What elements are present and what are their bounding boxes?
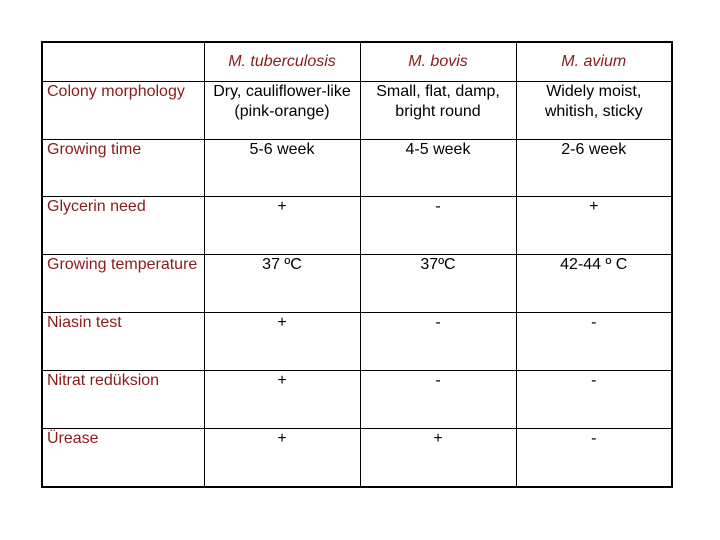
row-label: Colony morphology [41,80,205,140]
table-row-growing-time: Growing time 5-6 week 4-5 week 2-6 week [41,138,673,198]
table-cell: + [203,196,361,256]
table-cell: 42-44 º C [515,254,673,314]
header-m-tuberculosis: M. tuberculosis [203,41,361,82]
table-row-colony-morphology: Colony morphology Dry, cauliflower-like … [41,80,673,140]
table-cell: - [359,370,517,430]
mycobacteria-comparison-table: M. tuberculosis M. bovis M. avium Colony… [41,41,673,488]
table-cell: + [203,370,361,430]
table-row-growing-temperature: Growing temperature 37 ºC 37ºC 42-44 º C [41,254,673,314]
table-cell: - [359,312,517,372]
row-label: Growing time [41,138,205,198]
table-cell: 2-6 week [515,138,673,198]
table-cell: 37ºC [359,254,517,314]
table-cell: - [515,312,673,372]
table-cell: + [515,196,673,256]
table-row-glycerin-need: Glycerin need + - + [41,196,673,256]
row-label: Niasin test [41,312,205,372]
table-row-urease: Ürease + + - [41,428,673,488]
row-label: Ürease [41,428,205,488]
row-label: Growing temperature [41,254,205,314]
table-cell: + [203,312,361,372]
table-cell: Dry, cauliflower-like (pink-orange) [203,80,361,140]
table-cell: - [515,428,673,488]
table-cell: 5-6 week [203,138,361,198]
table-cell: + [203,428,361,488]
table-row-nitrat-reduksion: Nitrat redüksion + - - [41,370,673,430]
table-cell: 4-5 week [359,138,517,198]
header-m-bovis: M. bovis [359,41,517,82]
corner-cell [41,41,205,82]
table-cell: Widely moist, whitish, sticky [515,80,673,140]
table-cell: 37 ºC [203,254,361,314]
header-m-avium: M. avium [515,41,673,82]
table-cell: + [359,428,517,488]
table-cell: - [359,196,517,256]
table-cell: Small, flat, damp, bright round [359,80,517,140]
table-header-row: M. tuberculosis M. bovis M. avium [41,41,673,82]
table-row-niasin-test: Niasin test + - - [41,312,673,372]
row-label: Nitrat redüksion [41,370,205,430]
row-label: Glycerin need [41,196,205,256]
table-cell: - [515,370,673,430]
